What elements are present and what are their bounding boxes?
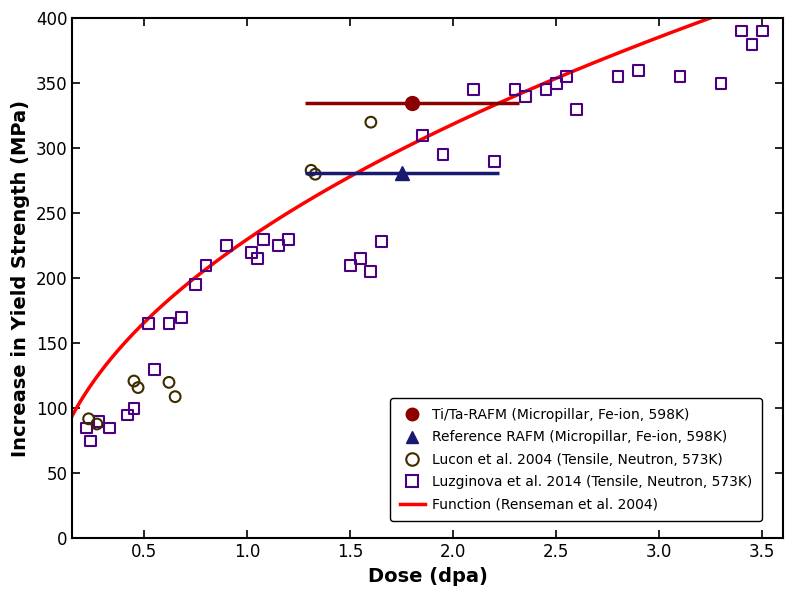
Point <box>437 150 449 159</box>
Point <box>163 319 175 328</box>
Point <box>80 423 93 433</box>
Point <box>746 39 758 49</box>
Point <box>93 417 106 426</box>
Point <box>735 26 748 36</box>
Point <box>519 91 532 101</box>
Point <box>571 104 584 114</box>
Point <box>84 436 97 446</box>
Point <box>128 376 141 386</box>
Point <box>251 254 264 263</box>
Point <box>354 254 367 263</box>
Point <box>282 235 295 244</box>
Point <box>245 248 258 257</box>
Point <box>83 414 95 423</box>
Point <box>148 365 161 374</box>
Point <box>169 392 182 401</box>
Point <box>103 423 116 433</box>
Legend: Ti/Ta-RAFM (Micropillar, Fe-ion, 598K), Reference RAFM (Micropillar, Fe-ion, 598: Ti/Ta-RAFM (Micropillar, Fe-ion, 598K), … <box>390 398 761 521</box>
Point <box>220 241 233 251</box>
Point <box>364 118 377 127</box>
Point <box>128 404 141 413</box>
Point <box>190 280 202 290</box>
Point <box>344 260 357 270</box>
Point <box>375 237 387 247</box>
Point <box>468 85 480 94</box>
Point <box>309 170 322 179</box>
Point <box>132 383 145 392</box>
Y-axis label: Increase in Yield Strength (MPa): Increase in Yield Strength (MPa) <box>11 100 30 457</box>
Point <box>200 260 213 270</box>
Point <box>121 410 134 420</box>
Point <box>540 85 553 94</box>
Point <box>163 377 175 387</box>
Point <box>142 319 155 328</box>
Point <box>550 78 563 88</box>
Point <box>756 26 769 36</box>
Point <box>715 78 727 88</box>
Point <box>91 419 103 429</box>
Point <box>673 72 686 81</box>
Point <box>175 313 187 322</box>
Point <box>509 85 522 94</box>
Point <box>488 156 501 166</box>
Point <box>611 72 624 81</box>
Point <box>305 165 318 175</box>
Point <box>364 267 377 276</box>
Point <box>257 235 270 244</box>
Point <box>272 241 284 251</box>
X-axis label: Dose (dpa): Dose (dpa) <box>368 567 488 586</box>
Point <box>632 65 645 75</box>
Point <box>416 130 429 140</box>
Point <box>561 72 573 81</box>
